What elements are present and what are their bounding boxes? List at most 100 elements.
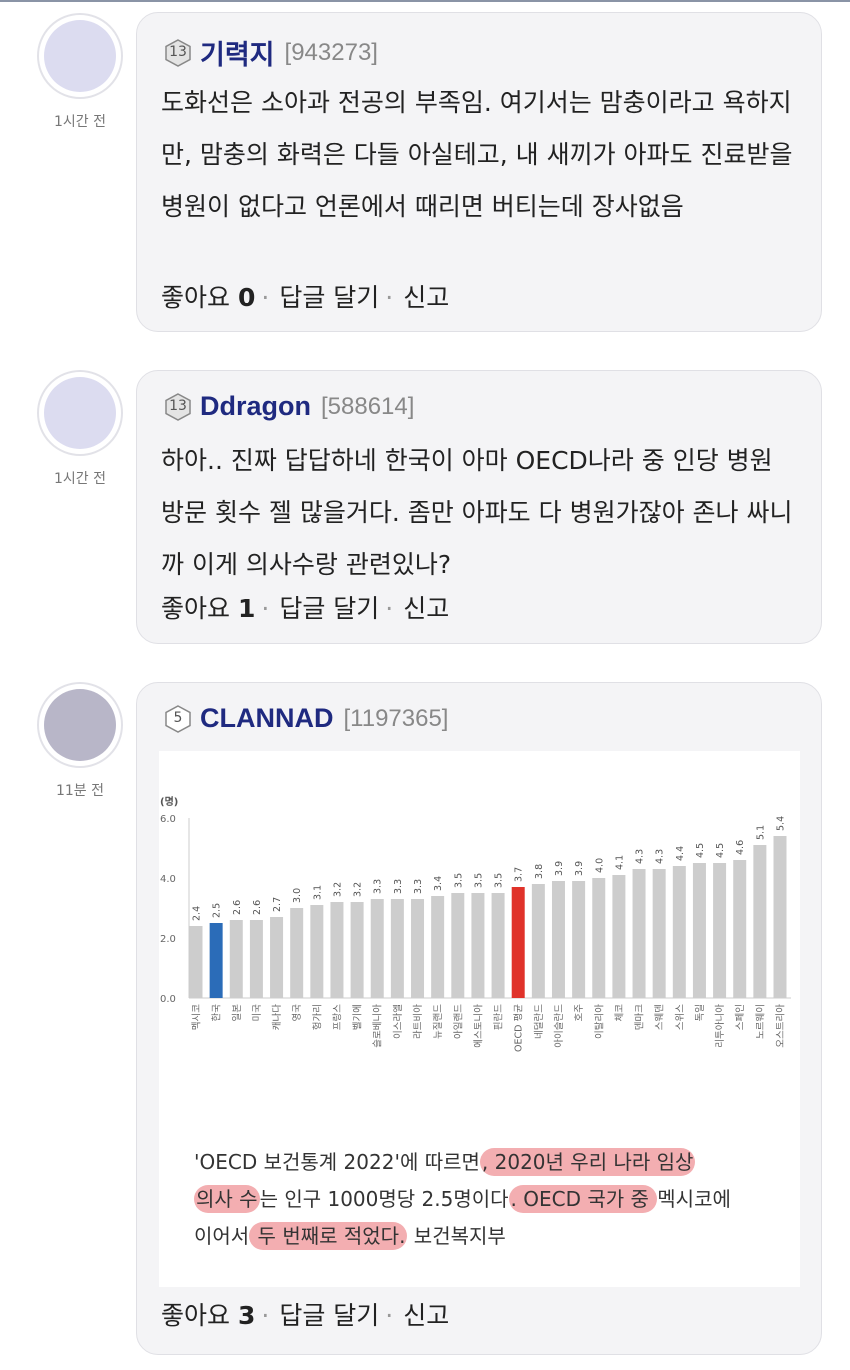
- comment-text: 도화선은 소아과 전공의 부족임. 여기서는 맘충이라고 욕하지만, 맘충의 화…: [161, 88, 793, 221]
- comment-time: 1시간 전: [54, 471, 106, 487]
- x-tick-label: OECD 평균: [514, 1004, 525, 1052]
- bar: [431, 896, 445, 998]
- report-button[interactable]: 신고: [403, 283, 450, 312]
- comment-card: 5 CLANNAD [1197365] (명) 0.0 2.0 4.0 6.0 2.4 멕시…: [136, 682, 822, 1355]
- avatar[interactable]: [37, 13, 123, 99]
- y-tick-label: 2.0: [160, 934, 176, 945]
- bar: [491, 893, 505, 998]
- x-tick-label: 이스라엘: [393, 1004, 404, 1039]
- user-name[interactable]: Ddragon: [200, 391, 311, 421]
- bar: [632, 869, 646, 998]
- x-tick-label: 스위스: [674, 1004, 686, 1030]
- data-label: 4.1: [614, 855, 625, 870]
- comment-time: 1시간 전: [54, 114, 106, 130]
- data-label: 3.0: [292, 888, 303, 903]
- y-tick-label: 4.0: [160, 874, 176, 885]
- x-tick-label: 스페인: [735, 1004, 746, 1030]
- data-label: 3.3: [393, 879, 404, 894]
- user-name[interactable]: 기력지: [200, 40, 275, 70]
- data-label: 5.4: [776, 816, 787, 831]
- user-id: [1197365]: [343, 704, 449, 732]
- attached-image[interactable]: (명) 0.0 2.0 4.0 6.0 2.4 멕시코 2.5 한국 2.6 일본 2.6 미국 2.7 캐…: [159, 751, 800, 1287]
- bar: [652, 869, 666, 998]
- x-tick-label: 프랑스: [331, 1004, 343, 1030]
- bar: [672, 866, 686, 998]
- data-label: 3.8: [534, 864, 545, 879]
- user-id: [943273]: [284, 38, 378, 66]
- bar: [310, 905, 324, 998]
- data-label: 2.5: [212, 903, 223, 918]
- x-tick-label: 에스토니아: [473, 1004, 484, 1048]
- data-label: 4.5: [715, 843, 726, 858]
- x-tick-label: 독일: [695, 1004, 706, 1021]
- user-id: [588614]: [321, 392, 415, 420]
- x-tick-label: 덴마크: [635, 1004, 646, 1030]
- bar: [471, 893, 485, 998]
- bar: [451, 893, 465, 998]
- x-tick-label: 일본: [232, 1004, 243, 1022]
- bar: [370, 899, 384, 998]
- x-tick-label: 체코: [614, 1004, 625, 1022]
- x-tick-label: 노르웨이: [754, 1004, 766, 1039]
- data-label: 4.0: [594, 858, 605, 873]
- data-label: 4.4: [675, 846, 686, 861]
- x-tick-label: 영국: [292, 1004, 303, 1022]
- bar: [249, 920, 263, 998]
- bar: [592, 878, 606, 998]
- level-badge-icon: 13: [165, 392, 191, 421]
- x-tick-label: 호주: [574, 1004, 585, 1022]
- reply-button[interactable]: 답글 달기: [279, 283, 380, 312]
- data-label: 2.6: [232, 900, 243, 915]
- report-button[interactable]: 신고: [403, 1301, 450, 1330]
- x-tick-label: 미국: [252, 1004, 263, 1022]
- like-count: 1: [237, 594, 256, 623]
- data-label: 4.3: [635, 849, 646, 864]
- comment-time: 11분 전: [55, 783, 105, 799]
- top-divider: [0, 0, 850, 2]
- x-tick-label: 뉴질랜드: [432, 1004, 444, 1039]
- bar: [713, 863, 727, 998]
- avatar[interactable]: [37, 370, 123, 456]
- bar: [189, 926, 203, 998]
- x-tick-label: 캐나다: [272, 1004, 283, 1030]
- bar: [551, 881, 565, 998]
- like-button[interactable]: 좋아요 1: [161, 594, 256, 623]
- data-label: 3.7: [514, 867, 525, 882]
- data-label: 3.3: [413, 879, 424, 894]
- x-tick-label: 한국: [212, 1004, 223, 1022]
- bar: [733, 860, 747, 998]
- reply-button[interactable]: 답글 달기: [279, 594, 380, 623]
- data-label: 5.1: [755, 825, 766, 840]
- x-tick-label: 이탈리아: [593, 1004, 605, 1039]
- x-tick-label: 헝가리: [312, 1004, 323, 1030]
- data-label: 3.9: [554, 861, 565, 876]
- data-label: 3.4: [433, 876, 444, 891]
- bar: [612, 875, 626, 998]
- bar: [229, 920, 243, 998]
- data-label: 4.5: [695, 843, 706, 858]
- like-button[interactable]: 좋아요 3: [161, 1301, 256, 1330]
- y-axis-label: (명): [160, 795, 178, 808]
- bar: [350, 902, 364, 998]
- y-tick-label: 6.0: [160, 814, 176, 825]
- reply-button[interactable]: 답글 달기: [279, 1301, 380, 1330]
- bar: [511, 887, 525, 998]
- bar: [572, 881, 586, 998]
- x-tick-label: 슬로베니아: [373, 1004, 384, 1048]
- y-tick-label: 0.0: [160, 994, 176, 1005]
- x-tick-label: 라트비아: [413, 1004, 424, 1039]
- bar-chart: (명) 0.0 2.0 4.0 6.0 2.4 멕시코 2.5 한국 2.6 일본 2.6 미국 2.7 캐…: [160, 795, 791, 1052]
- data-label: 3.5: [494, 873, 505, 888]
- like-count: 0: [237, 283, 256, 312]
- bar: [290, 908, 304, 998]
- user-name[interactable]: CLANNAD: [200, 703, 334, 733]
- x-tick-label: 아이슬란드: [553, 1004, 565, 1048]
- bar: [390, 899, 404, 998]
- avatar[interactable]: [37, 682, 123, 768]
- comment-card: 13 기력지 [943273] 도화선은 소아과 전공의 부족임. 여기서는 맘…: [136, 12, 822, 332]
- data-label: 3.2: [332, 882, 343, 897]
- like-button[interactable]: 좋아요 0: [161, 283, 256, 312]
- level-badge-icon: 13: [165, 38, 191, 67]
- report-button[interactable]: 신고: [403, 594, 450, 623]
- data-label: 2.7: [272, 897, 283, 912]
